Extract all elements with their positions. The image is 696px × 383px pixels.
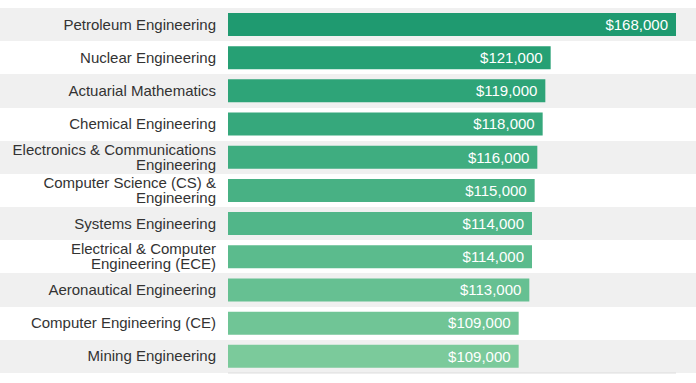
svg-text:$118,000: $118,000 (473, 115, 534, 132)
svg-text:$115,000: $115,000 (465, 182, 526, 199)
svg-text:$121,000: $121,000 (480, 49, 543, 66)
svg-text:Electrical & ComputerEngineeri: Electrical & ComputerEngineering (ECE) (71, 240, 216, 272)
svg-text:Mining Engineering: Mining Engineering (88, 347, 216, 364)
svg-text:$113,000: $113,000 (460, 281, 521, 298)
svg-text:$168,000: $168,000 (605, 16, 668, 33)
svg-text:Computer Science (CS) &Enginee: Computer Science (CS) &Engineering (43, 174, 216, 206)
svg-text:Actuarial Mathematics: Actuarial Mathematics (68, 82, 216, 99)
svg-text:Systems Engineering: Systems Engineering (74, 215, 216, 232)
svg-text:Computer Engineering (CE): Computer Engineering (CE) (31, 314, 216, 331)
svg-text:$119,000: $119,000 (476, 82, 537, 99)
svg-text:Electronics & CommunicationsEn: Electronics & CommunicationsEngineering (13, 141, 216, 173)
svg-text:Chemical Engineering: Chemical Engineering (69, 115, 216, 132)
svg-text:Aeronautical Engineering: Aeronautical Engineering (48, 281, 216, 298)
svg-text:$116,000: $116,000 (468, 149, 529, 166)
svg-text:$114,000: $114,000 (463, 248, 524, 265)
svg-text:$114,000: $114,000 (463, 215, 524, 232)
svg-text:Petroleum Engineering: Petroleum Engineering (63, 16, 216, 33)
svg-text:Nuclear Engineering: Nuclear Engineering (80, 49, 216, 66)
svg-text:$109,000: $109,000 (448, 348, 511, 365)
svg-text:$109,000: $109,000 (448, 314, 511, 331)
